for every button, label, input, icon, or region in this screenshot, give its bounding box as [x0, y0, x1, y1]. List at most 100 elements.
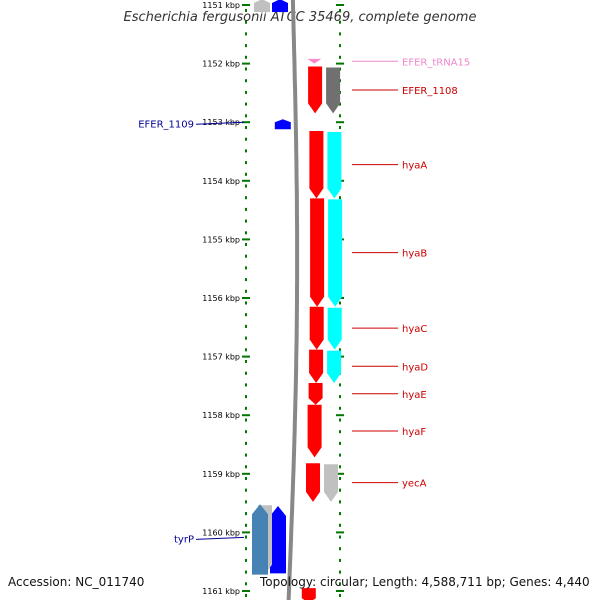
scale-dot — [245, 477, 247, 480]
scale-dot — [245, 324, 247, 328]
scale-dot — [245, 254, 247, 258]
gene-label-hyaf: hyaF — [402, 427, 426, 438]
scale-dot — [245, 114, 247, 118]
scale-dot — [245, 219, 247, 223]
gene-arrow-hyac-shadow — [327, 307, 342, 350]
scale-dot — [245, 430, 247, 434]
scale-dot — [339, 126, 341, 129]
scale-dot — [245, 336, 247, 340]
ruler-label: 1154 kbp — [202, 177, 240, 186]
scale-dot — [245, 406, 247, 410]
scale-dot — [339, 547, 341, 551]
ruler-label: 1156 kbp — [202, 294, 240, 303]
scale-dot — [245, 20, 247, 24]
scale-dot — [339, 453, 341, 457]
scale-dot — [245, 313, 247, 317]
scale-dot — [245, 383, 247, 387]
scale-dot — [245, 67, 247, 71]
scale-dot — [339, 55, 341, 59]
gene-arrow-yeca — [306, 463, 320, 502]
label-leader — [195, 536, 245, 540]
scale-dot — [339, 558, 341, 562]
gene-arrow — [270, 506, 286, 574]
scale-dot — [339, 114, 341, 118]
scale-dot — [245, 44, 247, 48]
ruler-label: 1157 kbp — [202, 353, 240, 362]
topology-text: Topology: circular; Length: 4,588,711 bp… — [260, 575, 590, 589]
scale-dot — [245, 278, 247, 282]
scale-dot — [245, 488, 247, 492]
gene-arrow-efer_1108-shadow — [326, 67, 341, 114]
scale-dot — [245, 207, 247, 211]
label-leader — [195, 121, 245, 125]
scale-dot — [339, 488, 341, 492]
scale-dot — [245, 231, 247, 235]
scale-dot — [245, 266, 247, 270]
scale-dot — [245, 523, 247, 527]
scale-dot — [245, 90, 247, 94]
scale-dot — [245, 570, 247, 574]
gene-label-hyac: hyaC — [402, 324, 427, 335]
gene-arrow-tyrp — [252, 504, 268, 575]
scale-dot — [245, 126, 247, 129]
ruler-label: 1160 kbp — [202, 528, 240, 537]
scale-dot — [245, 418, 247, 422]
scale-dot — [245, 137, 247, 141]
gene-label-efer_trna15: EFER_tRNA15 — [402, 57, 470, 68]
scale-dot — [245, 172, 247, 176]
scale-dot — [245, 558, 247, 562]
scale-dot — [245, 289, 247, 293]
scale-dot — [245, 371, 247, 375]
gene-arrow-hyad-shadow — [327, 350, 342, 383]
scale-dot — [245, 500, 247, 504]
scale-dot — [245, 512, 247, 516]
scale-dot — [245, 184, 247, 188]
ruler-label: 1153 kbp — [202, 118, 240, 127]
ruler-label: 1159 kbp — [202, 470, 240, 479]
scale-dot — [245, 582, 247, 586]
scale-dot — [339, 395, 341, 399]
scale-dot — [339, 9, 341, 12]
scale-dot — [339, 512, 341, 516]
gene-label-efer_1108: EFER_1108 — [402, 86, 458, 97]
scale-dot — [339, 348, 341, 352]
scale-dot — [339, 477, 341, 480]
scale-dot — [245, 360, 247, 363]
scale-dot — [339, 570, 341, 574]
scale-dot — [245, 441, 247, 445]
scale-dot — [339, 535, 341, 539]
scale-dot — [245, 161, 247, 165]
genome-title: Escherichia fergusonii ATCC 35469, compl… — [123, 10, 477, 25]
scale-dot — [339, 418, 341, 422]
gene-arrow-efer_1109 — [274, 119, 291, 130]
gene-arrow-hyab-shadow — [328, 199, 343, 307]
scale-dot — [339, 301, 341, 305]
scale-dot — [245, 465, 247, 469]
gene-arrow-efer_trna15 — [307, 58, 322, 64]
scale-dot — [245, 594, 247, 597]
scale-dot — [245, 547, 247, 551]
ruler-label: 1158 kbp — [202, 411, 240, 420]
gene-arrow-hyaa — [309, 131, 324, 199]
gene-label-yeca: yecA — [402, 479, 427, 490]
gene-arrow — [272, 0, 288, 12]
gene-arrow — [301, 588, 316, 600]
scale-dot — [245, 453, 247, 457]
gene-label-hyab: hyaB — [402, 249, 427, 260]
scale-dot — [339, 465, 341, 469]
scale-dot — [339, 383, 341, 387]
scale-dot — [339, 406, 341, 410]
scale-dot — [339, 594, 341, 597]
gene-label-hyae: hyaE — [402, 390, 427, 401]
scale-dot — [245, 196, 247, 200]
gene-arrow-hyae — [308, 383, 323, 405]
scale-dot — [245, 395, 247, 399]
scale-dot — [245, 32, 247, 36]
scale-dot — [339, 20, 341, 24]
ruler-label: 1152 kbp — [202, 60, 240, 69]
scale-dot — [245, 102, 247, 106]
gene-label-tyrp: tyrP — [174, 534, 194, 545]
ruler-label: 1161 kbp — [202, 587, 240, 596]
